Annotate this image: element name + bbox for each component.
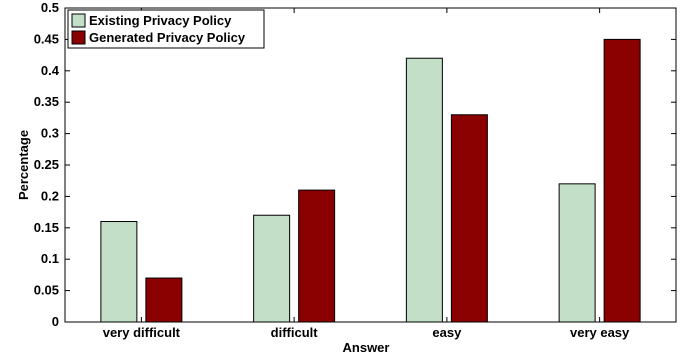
axes-group: 0 0.05 0.1 0.15 0.2 0.25 0.3 0.35 0.4 0.45 0.5 very… bbox=[34, 0, 677, 340]
x-tick-label: easy bbox=[432, 325, 462, 340]
bar-generated-3 bbox=[603, 38, 641, 323]
y-tick-label: 0.35 bbox=[34, 94, 59, 109]
y-axis-title: Percentage bbox=[16, 130, 31, 200]
bar-existing-1 bbox=[253, 214, 291, 323]
legend: Existing Privacy Policy Generated Privacy… bbox=[67, 9, 265, 49]
legend-label-1: Generated Privacy Policy bbox=[89, 30, 246, 45]
legend-box bbox=[67, 9, 265, 49]
bar-existing-0 bbox=[100, 221, 138, 323]
bar-generated-2 bbox=[450, 114, 488, 323]
bar-existing-3 bbox=[558, 183, 596, 323]
bar-generated-0 bbox=[145, 277, 183, 323]
y-tick-label: 0.5 bbox=[41, 0, 59, 15]
y-tick-label: 0 bbox=[52, 314, 59, 329]
bars-group bbox=[100, 38, 641, 323]
y-tick-label: 0.4 bbox=[41, 63, 60, 78]
x-tick-label: very difficult bbox=[103, 325, 181, 340]
y-tick-label: 0.1 bbox=[41, 251, 59, 266]
y-tick-label: 0.45 bbox=[34, 31, 59, 46]
x-axis-title: Answer bbox=[343, 340, 390, 355]
bar-generated-1 bbox=[298, 189, 336, 323]
x-tick-label: difficult bbox=[271, 325, 319, 340]
bar-existing-2 bbox=[405, 57, 443, 323]
x-tick-label: very easy bbox=[570, 325, 630, 340]
y-tick-label: 0.3 bbox=[41, 126, 59, 141]
y-tick-label: 0.25 bbox=[34, 157, 59, 172]
legend-label-0: Existing Privacy Policy bbox=[89, 13, 232, 28]
legend-swatch-0 bbox=[71, 13, 86, 28]
legend-swatch-1 bbox=[71, 30, 86, 45]
y-tick-label: 0.2 bbox=[41, 188, 59, 203]
y-tick-label: 0.15 bbox=[34, 220, 59, 235]
y-tick-label: 0.05 bbox=[34, 283, 59, 298]
